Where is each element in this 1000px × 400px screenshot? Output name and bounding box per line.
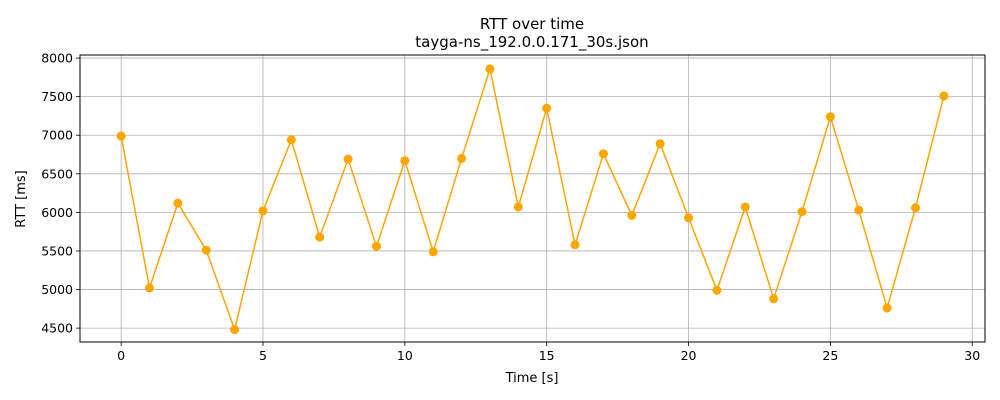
series-rtt: [116, 64, 949, 335]
data-point: [400, 156, 410, 166]
data-point: [712, 285, 722, 295]
data-point: [371, 241, 381, 251]
data-point: [173, 198, 183, 208]
chart-title: RTT over time: [480, 15, 584, 33]
data-point: [343, 154, 353, 164]
y-axis: 4500 5000 5500 6000 6500 7000 7500 8000: [41, 51, 80, 336]
data-point: [939, 91, 949, 101]
data-point: [797, 207, 807, 217]
y-tick-label: 6500: [41, 166, 73, 181]
x-axis: 0 5 10 15 20 25 30: [117, 342, 980, 363]
series-line: [120, 65, 945, 333]
data-point: [457, 153, 467, 163]
y-axis-label: RTT [ms]: [14, 170, 29, 227]
data-point: [513, 202, 523, 212]
y-tick-label: 8000: [41, 51, 73, 66]
y-tick-label: 7000: [41, 128, 73, 143]
data-point: [854, 205, 864, 215]
data-point: [825, 112, 835, 122]
data-point: [598, 149, 608, 159]
x-tick-label: 30: [964, 348, 980, 363]
x-tick-label: 10: [397, 348, 413, 363]
data-point: [542, 103, 552, 113]
data-point: [910, 203, 920, 213]
x-tick-label: 0: [117, 348, 125, 363]
y-tick-label: 6000: [41, 205, 73, 220]
x-tick-label: 15: [539, 348, 555, 363]
data-point: [428, 247, 438, 257]
x-axis-label: Time [s]: [505, 371, 559, 386]
data-point: [655, 139, 665, 149]
x-tick-label: 5: [259, 348, 267, 363]
y-tick-label: 5500: [41, 243, 73, 258]
data-point: [627, 210, 637, 220]
grid-lines: [80, 55, 985, 342]
data-point: [315, 232, 325, 242]
data-point: [201, 245, 211, 255]
chart-subtitle: tayga-ns_192.0.0.171_30s.json: [415, 33, 648, 52]
data-point: [882, 303, 892, 313]
x-tick-label: 25: [822, 348, 838, 363]
data-point: [116, 131, 126, 141]
data-point: [485, 64, 495, 74]
data-point: [769, 294, 779, 304]
data-point: [684, 213, 694, 223]
y-tick-label: 5000: [41, 282, 73, 297]
x-tick-label: 20: [681, 348, 697, 363]
data-point: [230, 325, 240, 335]
data-point: [286, 135, 296, 145]
y-tick-label: 4500: [41, 321, 73, 336]
y-tick-label: 7500: [41, 89, 73, 104]
data-point: [740, 202, 750, 212]
data-point: [258, 206, 268, 216]
data-point: [570, 240, 580, 250]
data-point: [145, 283, 155, 293]
plot-frame: [79, 54, 986, 343]
